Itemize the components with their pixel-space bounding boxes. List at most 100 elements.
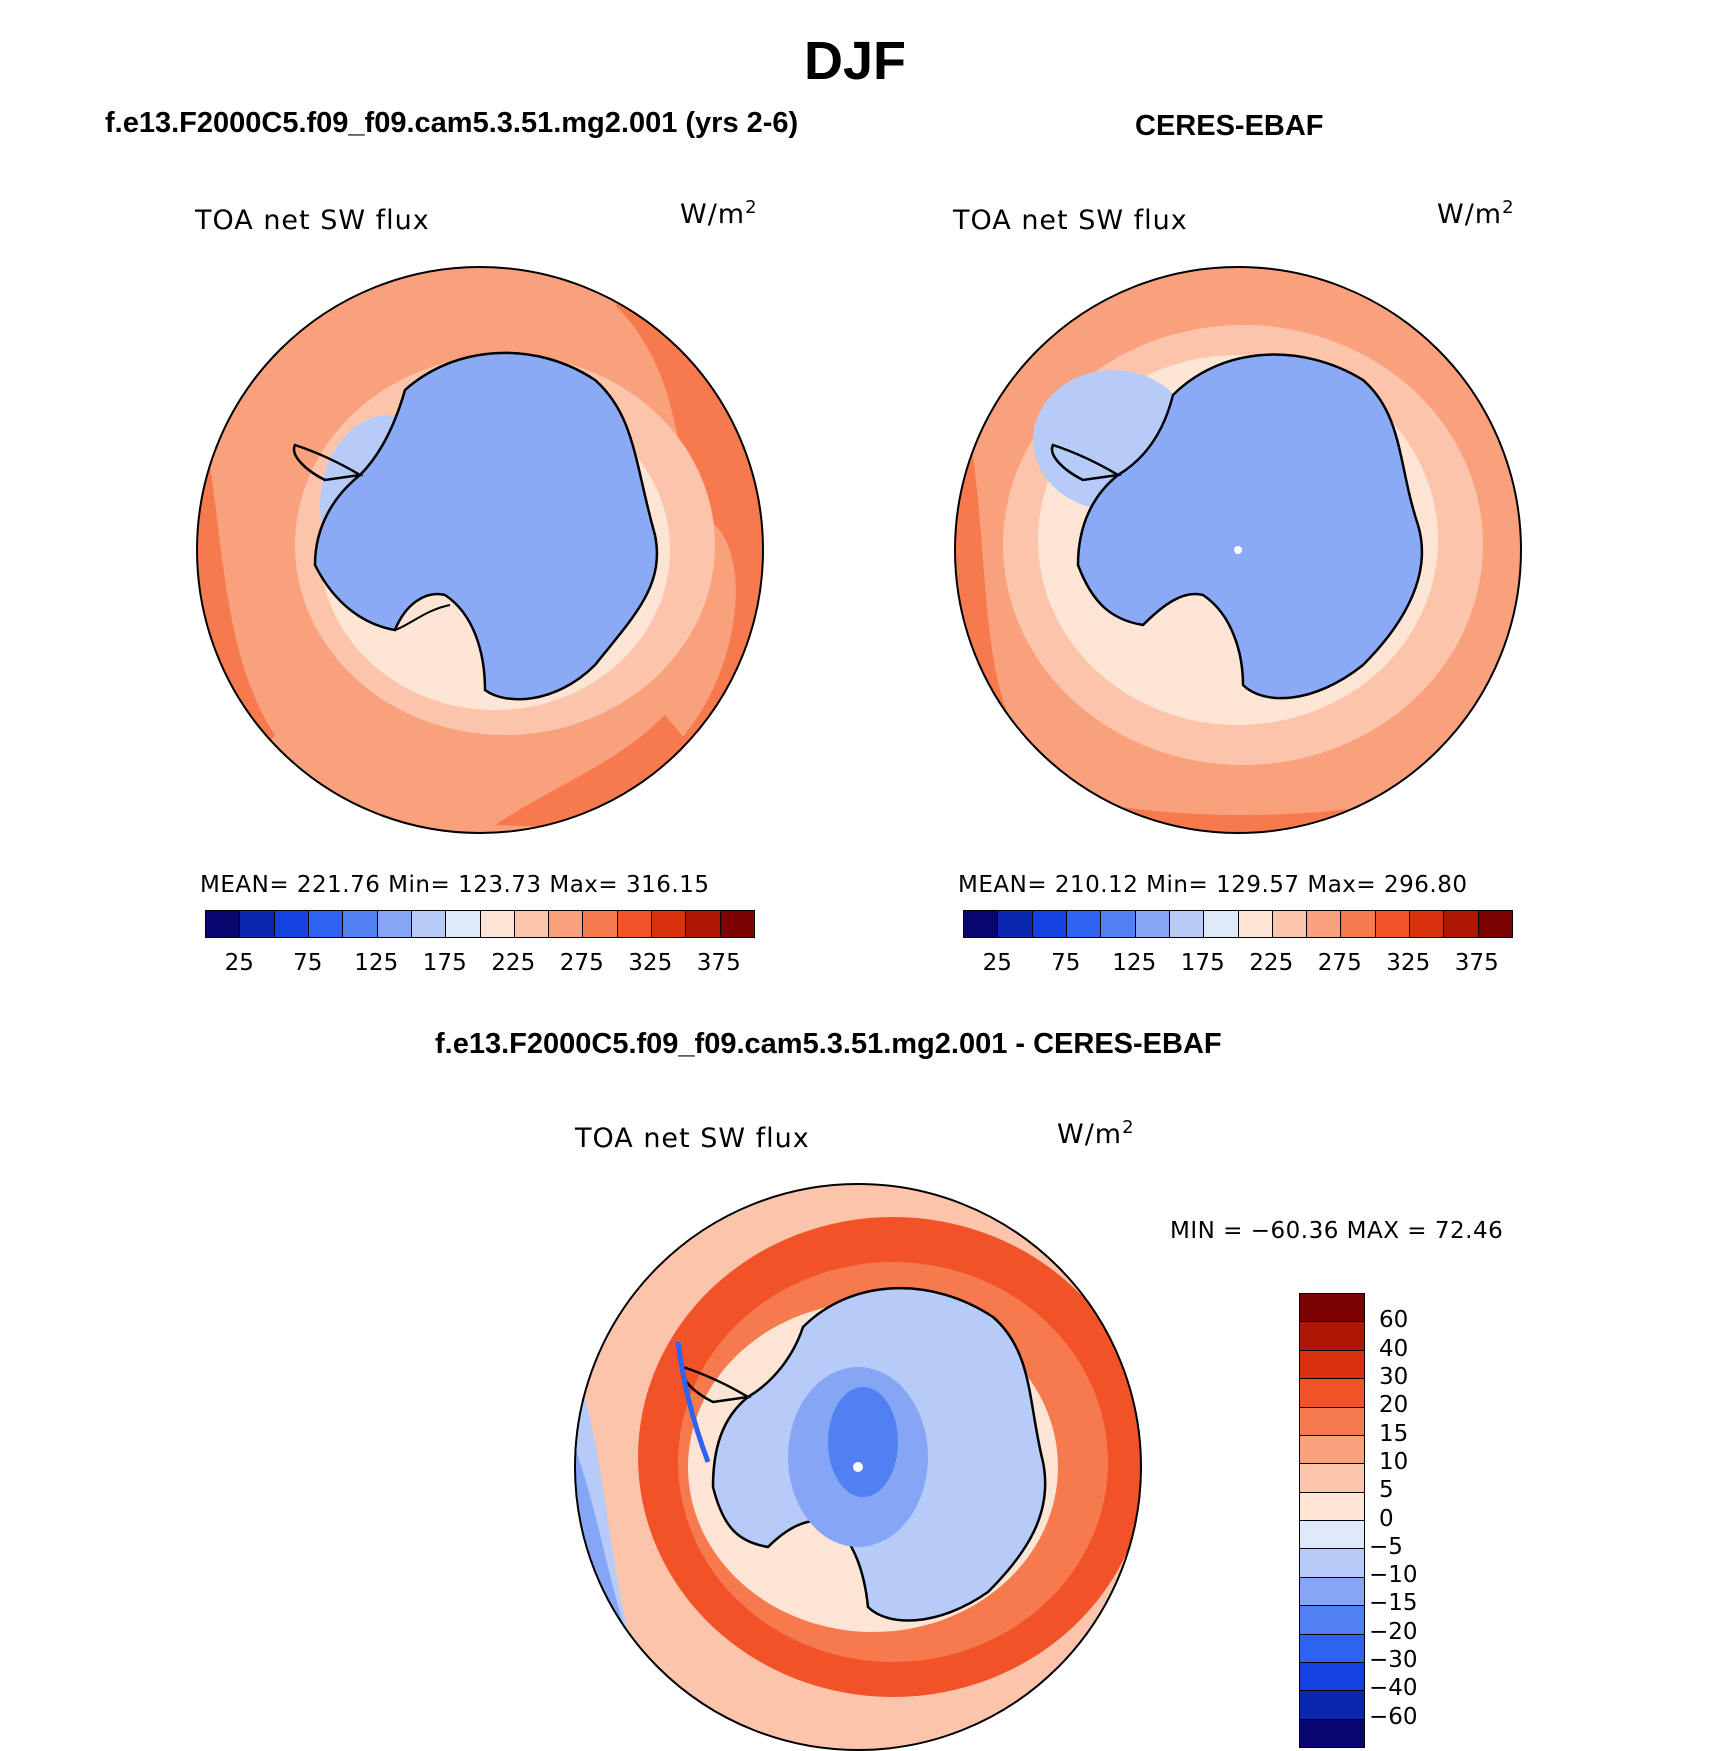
colorbar-tick-label: 175 [423,950,467,976]
colorbar-tick-label: 325 [628,950,672,976]
colorbar-swatch [412,911,446,937]
colorbar-swatch [1204,911,1238,937]
colorbar-swatch [1300,1521,1364,1549]
diff-stats: MIN = −60.36 MAX = 72.46 [1170,1218,1503,1244]
colorbar-tick-label: −15 [1369,1590,1418,1616]
colorbar-tick-label: −10 [1369,1562,1418,1588]
colorbar-tick-label: 20 [1379,1392,1408,1418]
colorbar-swatch [1300,1720,1364,1747]
colorbar-swatch [1300,1464,1364,1492]
colorbar-swatch [1410,911,1444,937]
model-polar-map [195,265,765,835]
model-colorbar-ticks: 25 75 125 175 225 275 325 375 [205,950,753,980]
colorbar-swatch [1300,1663,1364,1691]
colorbar-tick-label: 125 [354,950,398,976]
colorbar-tick-label: 40 [1379,1336,1408,1362]
colorbar-swatch [652,911,686,937]
colorbar-swatch [1170,911,1204,937]
colorbar-tick-label: 275 [560,950,604,976]
colorbar-tick-label: 75 [293,950,322,976]
colorbar-tick-label: −30 [1369,1647,1418,1673]
colorbar-swatch [1300,1408,1364,1436]
pole-point [853,1462,863,1472]
colorbar-swatch [1376,911,1410,937]
colorbar-swatch [515,911,549,937]
colorbar-tick-label: 225 [491,950,535,976]
colorbar-swatch [378,911,412,937]
colorbar-tick-label: 30 [1379,1364,1408,1390]
colorbar-swatch [275,911,309,937]
colorbar-swatch [206,911,240,937]
pole-point [1234,546,1242,554]
colorbar-swatch [1300,1493,1364,1521]
diff-colorbar-ticks: 60 40 30 20 15 10 5 0 −5 −10 −15 −20 −30 −40 −60 [1377,1293,1457,1746]
colorbar-swatch [240,911,274,937]
colorbar-swatch [1300,1578,1364,1606]
colorbar-swatch [343,911,377,937]
colorbar-tick-label: 175 [1181,950,1225,976]
colorbar-swatch [481,911,515,937]
colorbar-tick-label: 375 [697,950,741,976]
diff-colorbar [1299,1293,1365,1748]
model-units: W/m2 [680,197,758,230]
obs-colorbar-ticks: 25 75 125 175 225 275 325 375 [963,950,1511,980]
colorbar-swatch [309,911,343,937]
obs-polar-map [953,265,1523,835]
colorbar-swatch [1300,1322,1364,1350]
diff-units: W/m2 [1057,1117,1135,1150]
obs-case-title: CERES-EBAF [1135,110,1324,143]
colorbar-swatch [686,911,720,937]
colorbar-swatch [964,911,998,937]
colorbar-swatch [1239,911,1273,937]
colorbar-swatch [1300,1294,1364,1322]
colorbar-swatch [549,911,583,937]
colorbar-tick-label: −20 [1369,1619,1418,1645]
colorbar-tick-label: 325 [1386,950,1430,976]
colorbar-swatch [1300,1379,1364,1407]
model-field-label: TOA net SW flux [195,205,430,236]
obs-field-label: TOA net SW flux [953,205,1188,236]
negative-core [828,1387,898,1497]
colorbar-swatch [1067,911,1101,937]
colorbar-swatch [1307,911,1341,937]
colorbar-swatch [618,911,652,937]
colorbar-swatch [1300,1436,1364,1464]
colorbar-swatch [1479,911,1512,937]
colorbar-tick-label: 25 [225,950,254,976]
colorbar-swatch [1300,1549,1364,1577]
model-colorbar [205,910,755,938]
colorbar-tick-label: 125 [1112,950,1156,976]
colorbar-tick-label: 375 [1455,950,1499,976]
colorbar-swatch [1033,911,1067,937]
colorbar-tick-label: 60 [1379,1307,1408,1333]
colorbar-swatch [1300,1635,1364,1663]
obs-units: W/m2 [1437,197,1515,230]
colorbar-tick-label: 75 [1051,950,1080,976]
colorbar-swatch [1300,1606,1364,1634]
diff-case-title: f.e13.F2000C5.f09_f09.cam5.3.51.mg2.001 … [435,1028,1222,1061]
colorbar-tick-label: 25 [983,950,1012,976]
colorbar-swatch [1341,911,1375,937]
colorbar-swatch [1101,911,1135,937]
colorbar-tick-label: −40 [1369,1675,1418,1701]
model-stats: MEAN= 221.76 Min= 123.73 Max= 316.15 [200,872,709,898]
colorbar-tick-label: 5 [1379,1477,1394,1503]
colorbar-swatch [583,911,617,937]
model-case-title: f.e13.F2000C5.f09_f09.cam5.3.51.mg2.001 … [105,107,798,140]
colorbar-swatch [1300,1691,1364,1719]
main-title: DJF [0,30,1710,92]
colorbar-swatch [446,911,480,937]
colorbar-tick-label: 275 [1318,950,1362,976]
colorbar-tick-label: 10 [1379,1449,1408,1475]
diff-field-label: TOA net SW flux [575,1123,810,1154]
colorbar-tick-label: −60 [1369,1704,1418,1730]
colorbar-tick-label: −5 [1369,1534,1403,1560]
colorbar-swatch [721,911,754,937]
obs-stats: MEAN= 210.12 Min= 129.57 Max= 296.80 [958,872,1467,898]
colorbar-tick-label: 0 [1379,1506,1394,1532]
colorbar-swatch [998,911,1032,937]
obs-colorbar [963,910,1513,938]
colorbar-tick-label: 225 [1249,950,1293,976]
colorbar-swatch [1136,911,1170,937]
diff-polar-map [573,1182,1143,1751]
